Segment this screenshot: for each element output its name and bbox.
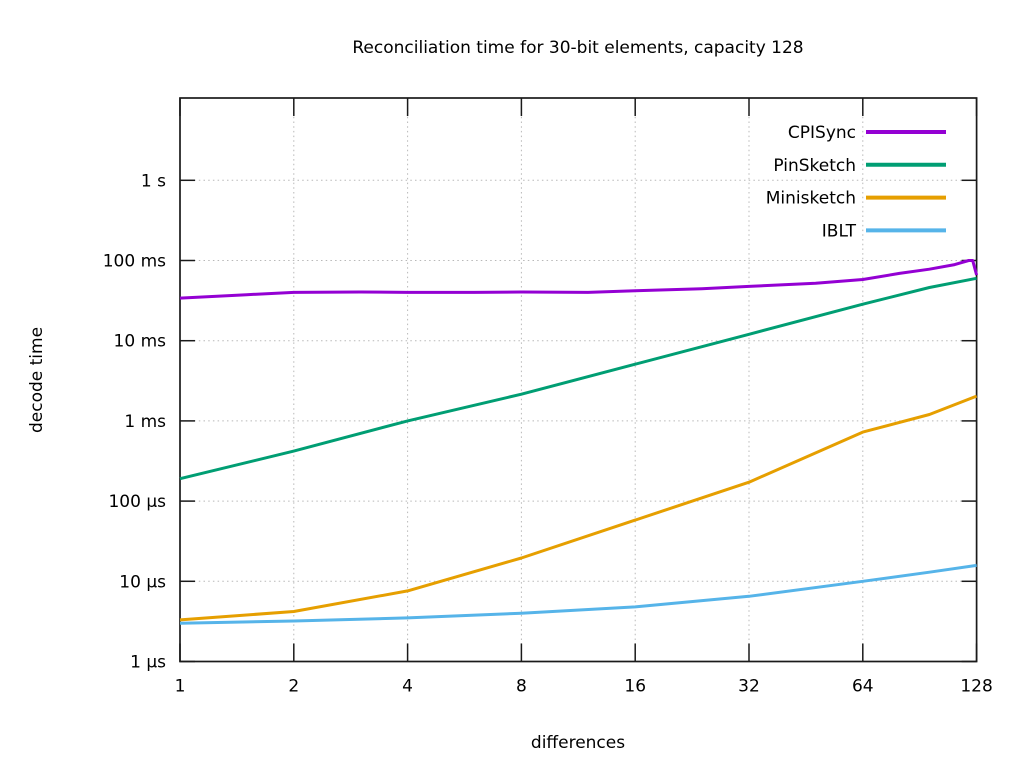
y-tick-label: 10 ms — [114, 332, 167, 352]
y-tick-label: 100 µs — [108, 492, 166, 512]
legend-label-iblt: IBLT — [822, 221, 857, 241]
x-tick-label: 128 — [960, 677, 992, 697]
y-tick-label: 100 ms — [103, 252, 166, 272]
legend-label-pinsketch: PinSketch — [773, 156, 856, 176]
y-tick-label: 1 s — [141, 171, 166, 191]
y-tick-label: 10 µs — [119, 572, 166, 592]
x-tick-label: 64 — [852, 677, 874, 697]
plot-border — [179, 97, 978, 663]
series-line-pinsketch — [179, 276, 977, 481]
x-tick-label: 32 — [738, 677, 760, 697]
chart-title: Reconciliation time for 30-bit elements,… — [352, 38, 804, 58]
x-tick-label: 16 — [624, 677, 646, 697]
series-line-minisketch — [179, 394, 978, 622]
series-line-iblt — [179, 563, 977, 625]
series-line-cpisync — [179, 259, 979, 300]
legend-label-minisketch: Minisketch — [766, 189, 856, 209]
legend-label-cpisync: CPISync — [788, 123, 856, 143]
x-tick-label: 8 — [516, 677, 527, 697]
x-tick-label: 1 — [175, 677, 186, 697]
x-tick-label: 2 — [288, 677, 299, 697]
x-axis-title: differences — [530, 733, 626, 753]
y-tick-label: 1 ms — [124, 412, 166, 432]
y-tick-label: 1 µs — [130, 653, 166, 673]
x-tick-label: 4 — [402, 677, 413, 697]
